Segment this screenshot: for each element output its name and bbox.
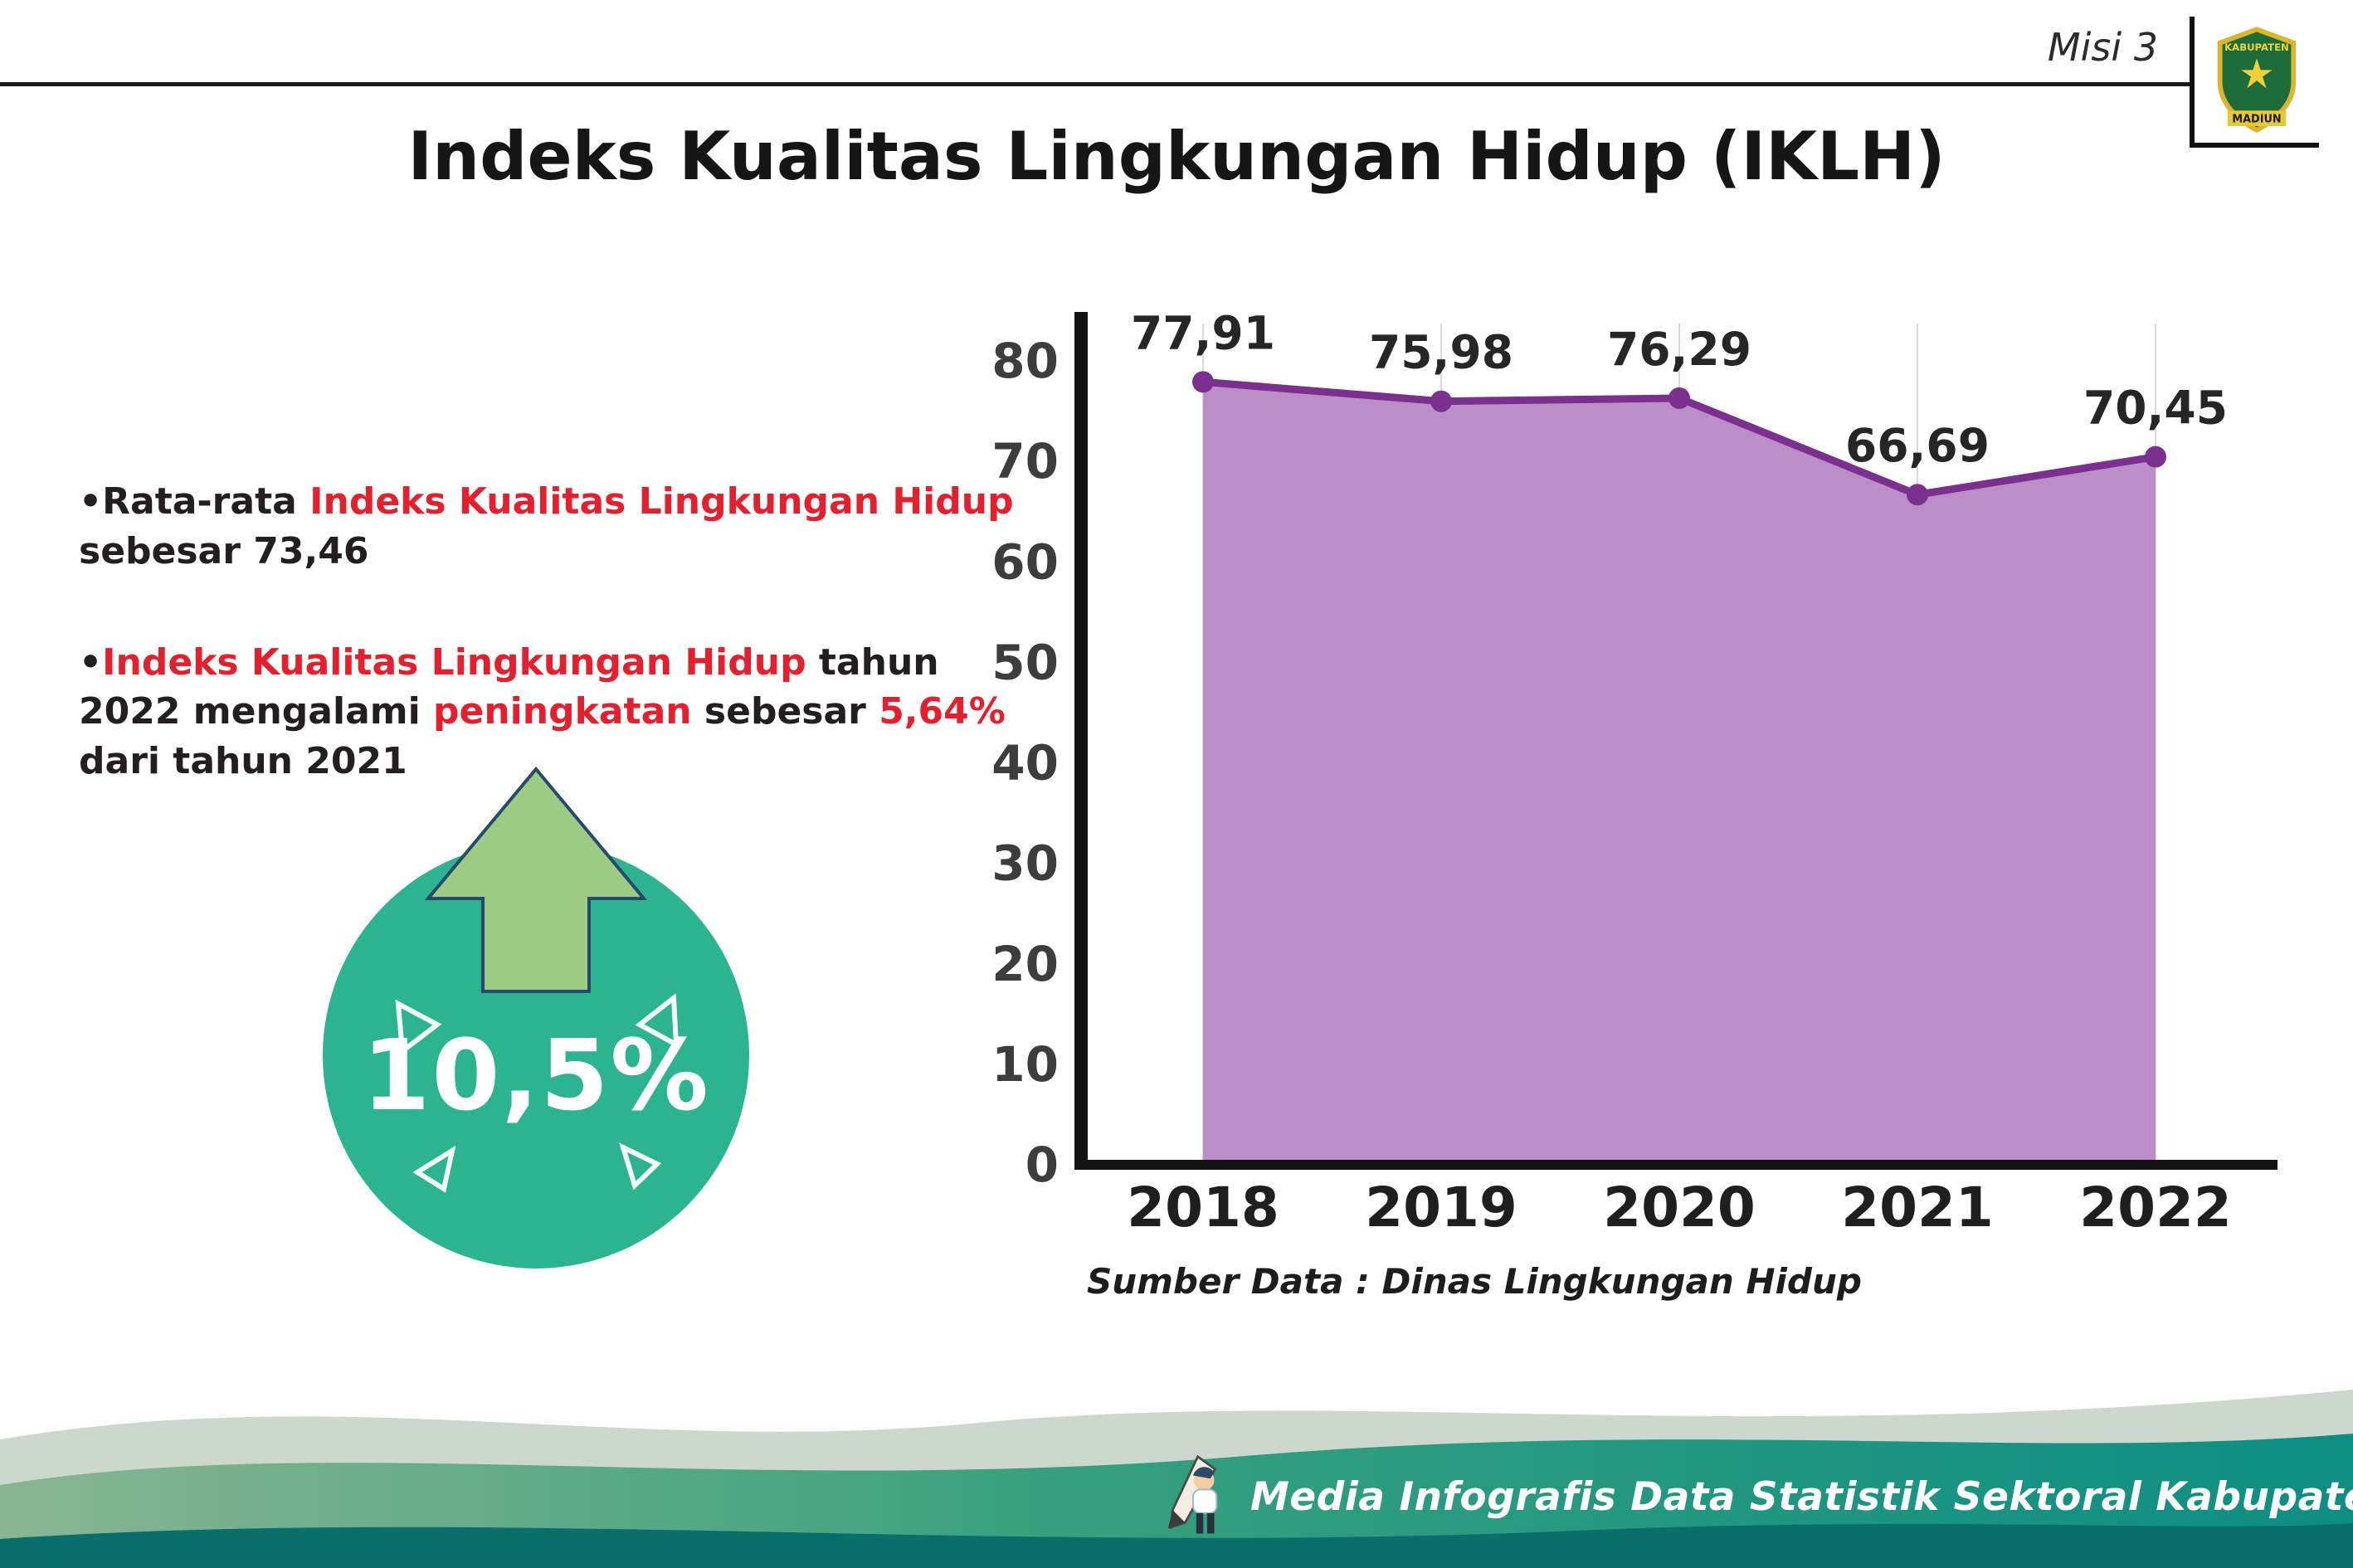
y-axis-line [1074,312,1088,1170]
x-tick-label: 2018 [1127,1176,1279,1239]
badge-value: 10,5% [362,1018,710,1132]
iklh-area-chart: 0 10 20 30 40 50 60 70 80 2018 2019 2020 2021 2022 77,… [954,299,2331,1253]
summary-bullets: •Rata-rata Indeks Kualitas Lingkungan Hi… [79,477,1050,848]
data-source-caption: Sumber Data : Dinas Lingkungan Hidup [1087,1261,1862,1302]
data-label: 66,69 [1845,419,1990,472]
logo-crest-icon: KABUPATEN MADIUN [2217,27,2297,133]
data-label: 75,98 [1369,326,1513,379]
data-point [1430,390,1452,412]
data-label: 70,45 [2083,382,2228,435]
data-label: 77,91 [1131,306,1275,359]
y-tick-label: 60 [991,533,1059,590]
mascot-icon [1167,1454,1218,1534]
y-tick-label: 0 [1025,1137,1059,1193]
kabupaten-madiun-logo: KABUPATEN MADIUN [2190,17,2319,148]
badge-triangle-decorations [395,993,680,1193]
misi-label: Misi 3 [2047,25,2158,70]
y-tick-label: 40 [991,735,1059,791]
y-tick-label: 70 [991,433,1059,489]
x-tick-label: 2022 [2079,1176,2232,1239]
y-tick-label: 30 [991,835,1059,892]
footer-waves [0,1390,2353,1568]
y-tick-label: 80 [991,333,1059,389]
area-fill [1203,382,2156,1165]
x-tick-label: 2020 [1603,1176,1756,1239]
x-tick-label: 2021 [1841,1176,1994,1239]
footer-caption: Media Infografis Data Statistik Sektoral… [1250,1473,2353,1520]
bullet-increase-2022: •Indeks Kualitas Lingkungan Hidup tahun … [79,640,1006,783]
x-tick-label: 2019 [1365,1176,1518,1239]
y-tick-label: 50 [991,634,1059,690]
y-tick-label: 20 [991,936,1059,992]
page-title: Indeks Kualitas Lingkungan Hidup (IKLH) [407,118,1946,195]
data-point [1192,371,1214,393]
bullet-dot: • [79,640,103,684]
logo-text-kabupaten: KABUPATEN [2224,41,2289,53]
data-point [1907,484,1928,506]
up-arrow-icon [424,766,648,993]
bullet-average-iklh: •Rata-rata Indeks Kualitas Lingkungan Hi… [79,480,1014,572]
x-axis-line [1074,1160,2277,1170]
logo-text-madiun: MADIUN [2232,113,2281,125]
data-point [2145,446,2166,468]
badge-graphic [323,766,749,1269]
increase-badge: 10,5% [319,751,759,1332]
chart-canvas: 0 10 20 30 40 50 60 70 80 2018 2019 2020 2021 2022 77,… [991,306,2277,1239]
y-tick-label: 10 [991,1036,1059,1093]
bullet-dot: • [79,480,103,523]
data-label: 76,29 [1607,323,1751,376]
data-point [1669,387,1690,409]
logo-star-icon [2241,58,2273,89]
footer: Media Infografis Data Statistik Sektoral… [1149,1454,2353,1540]
header-rule [0,82,2190,86]
